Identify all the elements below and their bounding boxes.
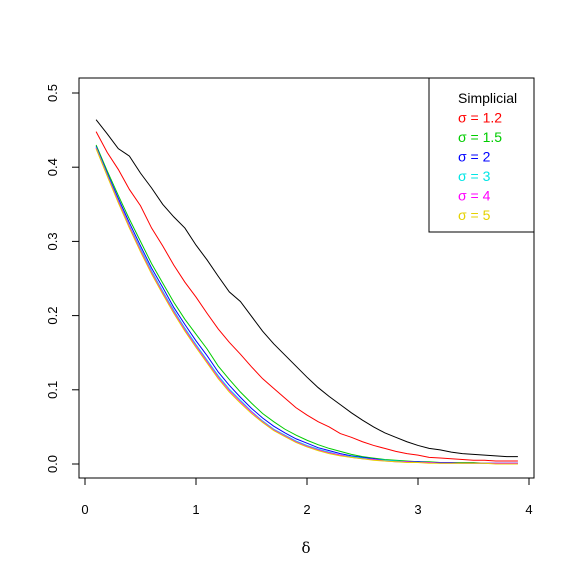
legend-entry-3: σ = 2 — [458, 149, 491, 165]
legend-entry-0: Simplicial — [458, 90, 517, 106]
legend-entry-1: σ = 1.2 — [458, 110, 502, 126]
y-tick-label: 0.2 — [45, 307, 60, 325]
legend-entry-4: σ = 3 — [458, 168, 491, 184]
x-tick-label: 2 — [303, 502, 310, 517]
y-tick-label: 0.5 — [45, 84, 60, 102]
x-axis-label: δ — [301, 539, 310, 557]
x-tick-label: 4 — [525, 502, 532, 517]
x-tick-label: 3 — [414, 502, 421, 517]
x-tick-label: 0 — [81, 502, 88, 517]
series-line-1 — [95, 131, 518, 462]
y-tick-label: 0.1 — [45, 381, 60, 399]
series-line-6 — [95, 148, 518, 465]
series-line-3 — [95, 146, 518, 464]
y-tick-label: 0.0 — [45, 455, 60, 473]
x-tick-label: 1 — [192, 502, 199, 517]
y-tick-label: 0.4 — [45, 158, 60, 176]
series-line-0 — [95, 119, 518, 458]
legend: Simplicial σ = 1.2 σ = 1.5 σ = 2 σ = 3 σ = 4 σ… — [428, 77, 535, 233]
y-axis: 0.0 0.1 0.2 0.3 0.4 0.5 — [45, 84, 80, 473]
legend-box — [428, 77, 535, 233]
legend-entry-5: σ = 4 — [458, 188, 491, 204]
series-layer — [95, 119, 518, 465]
x-axis: 0 1 2 3 4 — [81, 477, 533, 517]
legend-entry-6: σ = 5 — [458, 207, 491, 223]
legend-entry-2: σ = 1.5 — [458, 129, 502, 145]
y-tick-label: 0.3 — [45, 232, 60, 250]
